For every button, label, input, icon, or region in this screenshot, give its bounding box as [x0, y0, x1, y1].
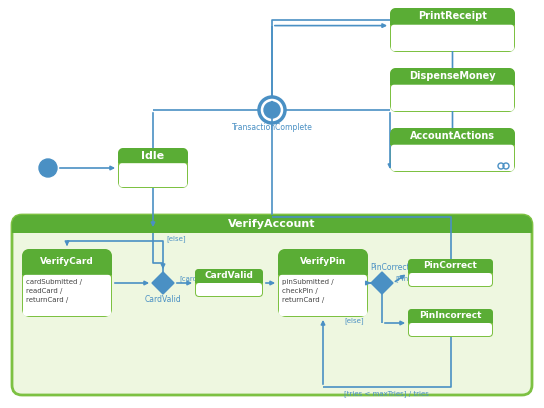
FancyBboxPatch shape	[12, 215, 532, 395]
Bar	[278, 262, 368, 275]
FancyBboxPatch shape	[391, 85, 514, 111]
Text: AccountActions: AccountActions	[410, 131, 495, 141]
Text: CardValid: CardValid	[145, 295, 181, 304]
FancyBboxPatch shape	[278, 249, 368, 275]
Text: DispenseMoney: DispenseMoney	[409, 71, 496, 81]
FancyBboxPatch shape	[408, 309, 493, 323]
Bar	[390, 16, 515, 25]
FancyBboxPatch shape	[390, 8, 515, 25]
Text: readCard /: readCard /	[26, 288, 63, 294]
Polygon shape	[371, 272, 393, 294]
FancyBboxPatch shape	[278, 249, 368, 317]
Text: checkPin /: checkPin /	[282, 288, 318, 294]
Bar	[390, 136, 515, 145]
FancyBboxPatch shape	[390, 68, 515, 85]
Text: VerifyCard: VerifyCard	[40, 257, 94, 266]
FancyBboxPatch shape	[195, 269, 263, 297]
FancyBboxPatch shape	[390, 128, 515, 172]
Text: [tries < maxTries] / tries: [tries < maxTries] / tries	[344, 390, 429, 397]
FancyBboxPatch shape	[12, 215, 532, 233]
FancyBboxPatch shape	[391, 145, 514, 171]
Text: cardSubmitted /: cardSubmitted /	[26, 279, 82, 285]
FancyBboxPatch shape	[408, 309, 493, 337]
FancyBboxPatch shape	[409, 323, 492, 336]
Text: PinCorrect: PinCorrect	[370, 262, 410, 271]
FancyBboxPatch shape	[118, 148, 188, 188]
Text: Idle: Idle	[141, 151, 165, 161]
FancyBboxPatch shape	[23, 275, 111, 316]
Bar	[195, 276, 263, 283]
Text: PinIncorrect: PinIncorrect	[419, 311, 482, 321]
Bar	[22, 262, 112, 275]
Text: pinSubmitted /: pinSubmitted /	[282, 279, 333, 285]
Bar	[390, 76, 515, 85]
FancyBboxPatch shape	[390, 68, 515, 112]
FancyBboxPatch shape	[408, 259, 493, 287]
FancyBboxPatch shape	[196, 283, 262, 296]
FancyBboxPatch shape	[391, 25, 514, 51]
Polygon shape	[152, 272, 174, 294]
Circle shape	[264, 102, 280, 118]
Circle shape	[39, 159, 57, 177]
Text: CardValid: CardValid	[205, 271, 254, 281]
FancyBboxPatch shape	[390, 128, 515, 145]
Text: [cardValid]: [cardValid]	[179, 276, 217, 282]
Text: VerifyPin: VerifyPin	[300, 257, 346, 266]
Bar	[12, 224, 532, 233]
Text: returnCard /: returnCard /	[26, 297, 68, 303]
Text: [else]: [else]	[344, 317, 364, 324]
Text: [else]: [else]	[166, 235, 186, 242]
FancyBboxPatch shape	[279, 275, 367, 316]
FancyBboxPatch shape	[408, 259, 493, 273]
Text: [PinValid]: [PinValid]	[395, 276, 429, 282]
FancyBboxPatch shape	[22, 249, 112, 317]
Bar	[118, 155, 188, 163]
Bar	[408, 316, 493, 323]
FancyBboxPatch shape	[195, 269, 263, 283]
Text: PinCorrect: PinCorrect	[424, 262, 478, 271]
FancyBboxPatch shape	[118, 148, 188, 163]
Bar	[408, 266, 493, 273]
FancyBboxPatch shape	[22, 249, 112, 275]
Text: returnCard /: returnCard /	[282, 297, 324, 303]
FancyBboxPatch shape	[119, 163, 187, 187]
FancyBboxPatch shape	[390, 8, 515, 52]
Text: TransactionComplete: TransactionComplete	[232, 124, 312, 133]
Text: VerifyAccount: VerifyAccount	[228, 219, 316, 229]
FancyBboxPatch shape	[409, 273, 492, 286]
Text: PrintReceipt: PrintReceipt	[418, 11, 487, 21]
